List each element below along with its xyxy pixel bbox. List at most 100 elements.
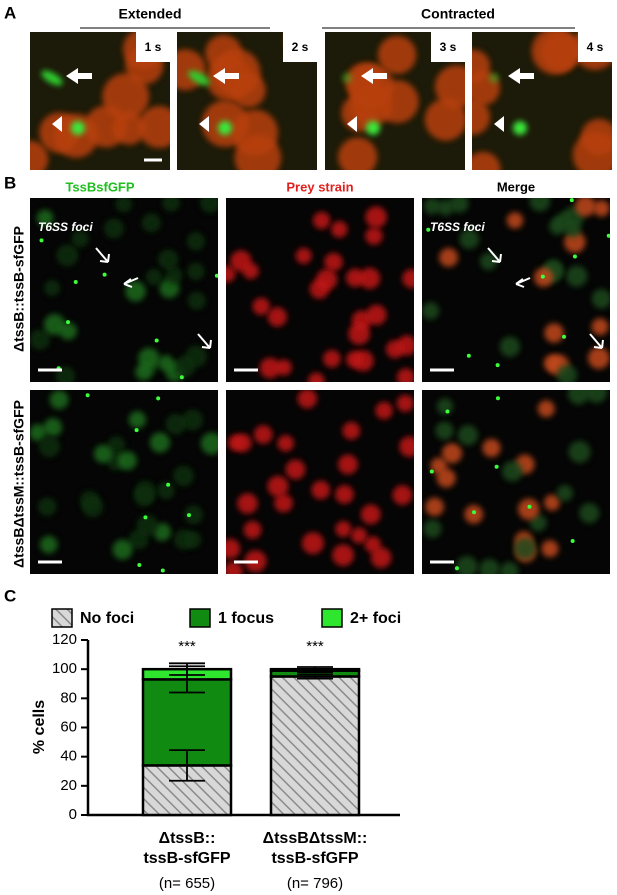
n-label: (n= 655) [159,875,215,892]
focus [102,272,107,277]
cell [366,304,387,326]
cell [548,218,566,235]
cell [267,475,289,497]
header: Extended [118,6,181,22]
cell [259,357,281,379]
cell [102,73,150,120]
cell [580,118,612,156]
cell [226,265,236,283]
cell [360,504,381,525]
cell [112,111,146,145]
cell [177,49,206,91]
cell [502,460,523,482]
arrowhead [199,116,209,132]
cell [117,451,137,471]
focus [426,227,431,232]
focus [572,254,577,259]
cell [423,519,442,538]
sheath [513,121,527,135]
cell [392,485,413,505]
cell [157,249,179,270]
focus [39,238,44,243]
cell [424,98,465,141]
legend-swatch [51,608,73,628]
cell [385,340,404,359]
arrow [213,68,239,84]
focus [454,566,459,571]
time-box [431,32,465,62]
cell [422,302,440,320]
cell [529,514,547,532]
cell [43,418,63,437]
cell [267,307,287,327]
cell [345,268,365,288]
cell [103,218,124,239]
cell [93,444,113,464]
cell [375,401,393,420]
legend-swatch [321,608,343,628]
annotation: T6SS foci [38,220,93,234]
cell [436,398,454,415]
micrograph [30,198,218,382]
cell [499,336,521,357]
cell [591,289,610,309]
cell [359,267,381,289]
focus [445,409,450,414]
cell [158,355,175,372]
micrograph [30,390,218,574]
arrow [66,68,92,84]
cell [181,409,203,431]
cell [365,227,383,245]
focus [154,338,159,343]
cell [184,531,202,549]
focus [160,568,165,573]
cell [435,421,454,440]
cell [38,436,60,458]
cell [564,221,582,238]
cell [499,561,519,574]
micrograph [177,32,317,170]
cell [138,105,170,149]
arrow [361,68,387,84]
cell [472,49,491,83]
cell [459,229,480,249]
cell [165,266,183,284]
cell [199,198,218,213]
cell [472,151,501,170]
time-box [136,32,170,62]
cell [567,390,590,405]
cell [587,347,610,369]
cell [335,521,352,538]
cell [136,514,158,537]
arrow [515,277,531,288]
cell [157,481,175,500]
arrowhead [494,116,504,132]
focus [73,279,78,284]
cell [324,252,343,272]
cell [591,318,609,336]
focus [540,274,545,279]
cell [348,322,371,345]
cell [342,421,361,440]
cell [252,297,270,316]
cell [370,547,392,568]
cell [316,268,338,291]
cell [514,537,536,560]
cell [531,32,579,75]
cell [575,198,596,217]
cell [346,351,363,368]
cell [145,268,163,286]
sheath [41,70,63,86]
cell [456,556,478,574]
focus [186,513,191,518]
x-tick-label: ΔtssB:: [159,830,216,847]
focus [429,469,434,474]
cell [425,497,444,517]
legend-label: 1 focus [218,610,274,627]
cell [237,493,258,514]
cell [568,440,591,463]
cell [200,432,218,455]
focus [66,320,71,325]
arrowhead [347,116,357,132]
